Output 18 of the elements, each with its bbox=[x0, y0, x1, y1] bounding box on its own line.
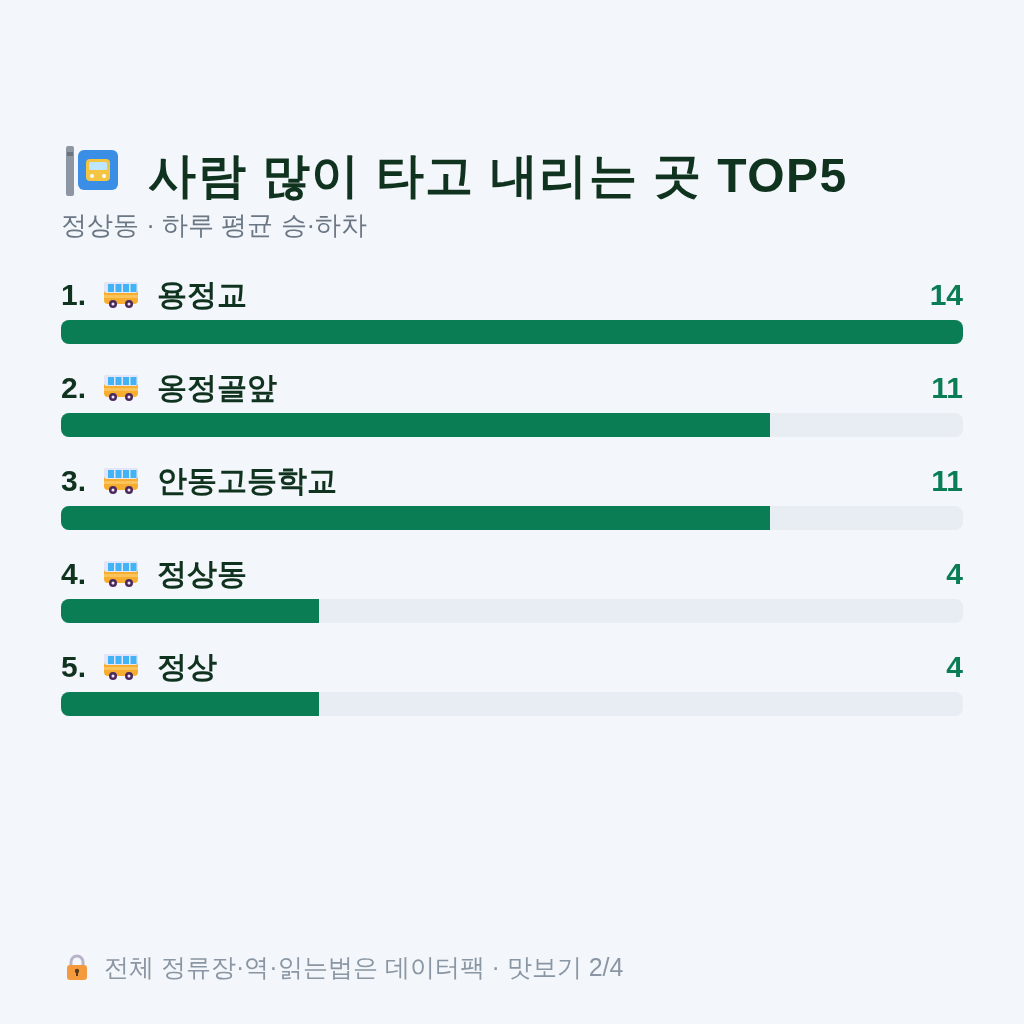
category-rank: 5. bbox=[61, 650, 87, 683]
category-label: 옹정골앞 bbox=[157, 371, 277, 404]
category-label: 정상동 bbox=[157, 557, 247, 590]
category-label: 용정교 bbox=[157, 278, 247, 311]
subtitle: 정상동 · 하루 평균 승·하차 bbox=[61, 210, 368, 240]
data-label: 14 bbox=[929, 278, 963, 311]
annotation: 전체 정류장·역·읽는법은 데이터팩 · 맛보기 2/4 bbox=[104, 953, 624, 981]
data-label: 4 bbox=[946, 557, 963, 590]
category-rank: 4. bbox=[61, 557, 87, 590]
title: 사람 많이 타고 내리는 곳 TOP5 bbox=[148, 149, 848, 202]
category-label: 정상 bbox=[157, 650, 217, 683]
category-rank: 3. bbox=[61, 464, 87, 497]
data-label: 4 bbox=[946, 650, 963, 683]
category-rank: 2. bbox=[61, 371, 87, 404]
data-label: 11 bbox=[931, 371, 963, 404]
category-rank: 1. bbox=[61, 278, 87, 311]
category-label: 안동고등학교 bbox=[157, 464, 337, 497]
data-label: 11 bbox=[931, 464, 963, 497]
